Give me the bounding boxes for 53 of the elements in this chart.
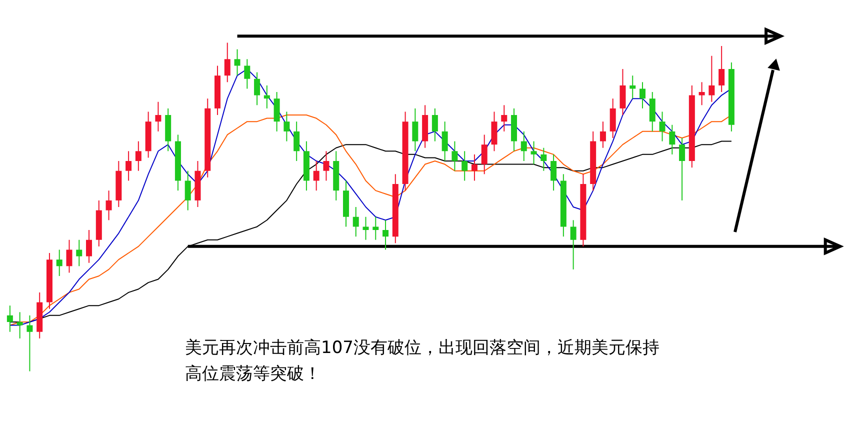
candlestick bbox=[86, 230, 92, 264]
candlestick bbox=[362, 216, 369, 240]
candlestick bbox=[501, 104, 508, 132]
candlestick bbox=[659, 111, 666, 142]
candlestick bbox=[610, 98, 616, 138]
candlestick bbox=[630, 75, 636, 100]
candlestick bbox=[649, 92, 656, 132]
candlestick bbox=[126, 150, 132, 182]
candlestick bbox=[481, 134, 488, 175]
candlestick bbox=[224, 42, 230, 83]
candlestick bbox=[442, 121, 448, 162]
candlestick bbox=[432, 108, 438, 142]
candlestick bbox=[620, 68, 626, 116]
candlestick bbox=[76, 239, 82, 267]
candlestick bbox=[66, 239, 72, 274]
candlestick bbox=[540, 147, 547, 172]
candlestick bbox=[718, 46, 725, 92]
candlestick bbox=[244, 58, 250, 90]
candlestick bbox=[352, 206, 359, 238]
candlestick bbox=[382, 220, 389, 250]
candlestick bbox=[155, 101, 162, 132]
candlestick bbox=[135, 140, 142, 172]
candlestick bbox=[6, 305, 13, 332]
annotation: 美元再次冲击前高107没有破位，出现回落空间，近期美元保持高位震荡等突破！ bbox=[185, 338, 660, 384]
candlestick bbox=[184, 170, 191, 211]
candlestick bbox=[284, 111, 290, 142]
candlestick bbox=[16, 312, 23, 339]
candlestick bbox=[372, 216, 379, 240]
candlestick bbox=[234, 48, 240, 76]
candlestick bbox=[530, 140, 537, 165]
candlestick bbox=[294, 121, 300, 162]
candlestick bbox=[274, 92, 280, 132]
candlestick bbox=[698, 82, 705, 106]
candlestick bbox=[323, 150, 330, 182]
candlestick bbox=[640, 82, 646, 109]
candlestick bbox=[570, 220, 576, 270]
candlestick bbox=[550, 154, 557, 192]
candlestick bbox=[264, 84, 270, 109]
candlestick bbox=[708, 55, 715, 102]
candlestick bbox=[313, 160, 320, 192]
candlestick bbox=[56, 249, 62, 276]
candlestick bbox=[452, 140, 458, 172]
candlestick bbox=[679, 138, 686, 201]
candlestick bbox=[412, 108, 418, 152]
candlestick bbox=[26, 314, 33, 372]
candlestick bbox=[520, 130, 527, 162]
candlestick bbox=[600, 121, 606, 148]
candlestick bbox=[106, 190, 112, 221]
candlestick bbox=[462, 150, 468, 182]
candlestick bbox=[254, 72, 260, 106]
candlestick bbox=[471, 154, 478, 182]
candlestick bbox=[491, 111, 498, 152]
candlestick bbox=[669, 124, 676, 155]
